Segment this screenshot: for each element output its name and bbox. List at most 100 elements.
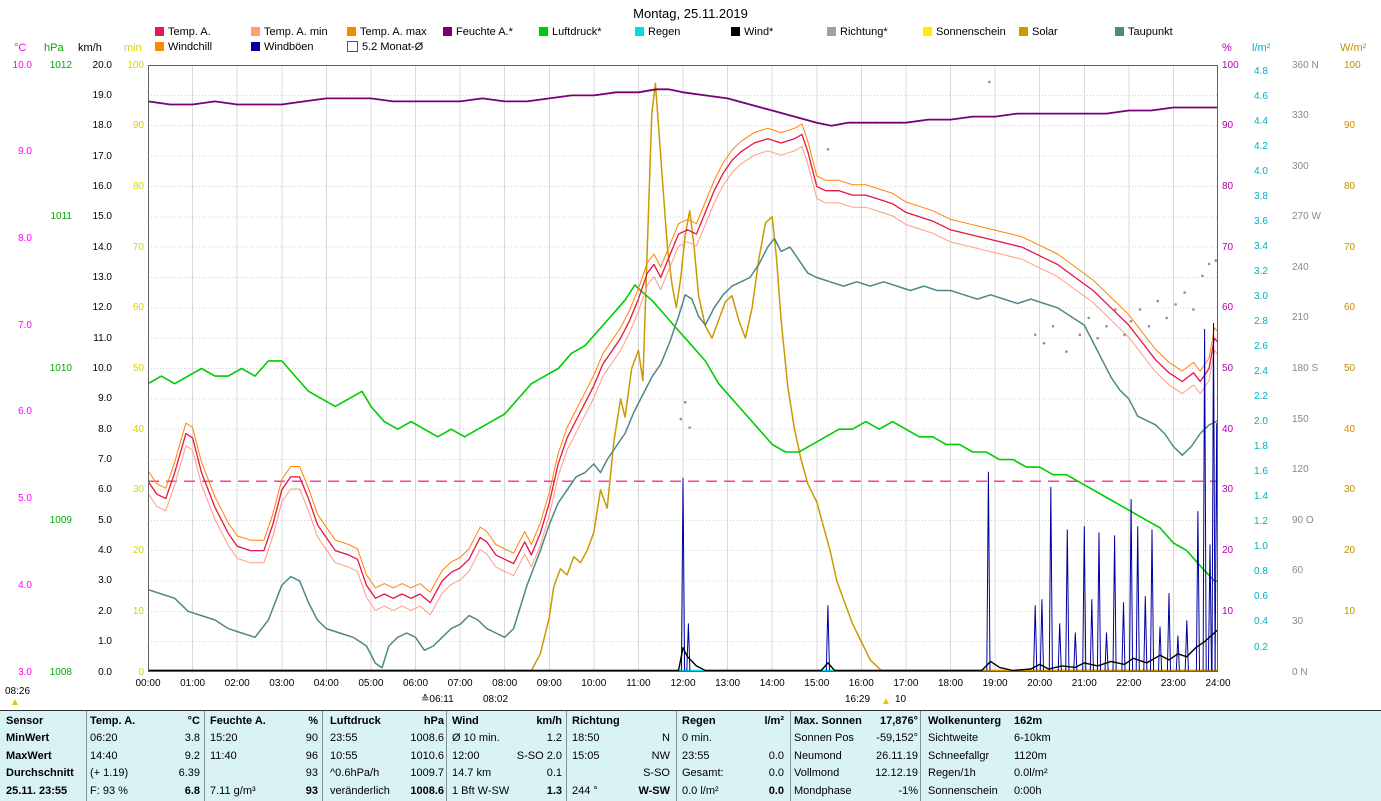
x-tick-02-00: 02:00 xyxy=(224,678,250,689)
legend-item-temp-a-min: Temp. A. min xyxy=(251,26,347,38)
spike-windboeen-22 xyxy=(1175,635,1180,671)
tick-pct-80: 80 xyxy=(1222,180,1234,192)
axis-label-min: min xyxy=(124,42,142,54)
tick-rain-1-2: 1.2 xyxy=(1254,516,1268,528)
table-separator-3 xyxy=(446,711,447,801)
tick-dir-60: 60 xyxy=(1292,565,1304,577)
tick-dir-240: 240 xyxy=(1292,261,1309,273)
legend-swatch-wind xyxy=(731,27,740,36)
table-cell-0-2-label: Luftdruck xyxy=(330,715,381,727)
point-richtung-14 xyxy=(1123,333,1126,337)
tick-rain-1-0: 1.0 xyxy=(1254,541,1268,553)
tick-kmh-15-0: 15.0 xyxy=(92,211,112,223)
annotation-moon: 10 xyxy=(895,694,907,705)
tick-rain-0-8: 0.8 xyxy=(1254,566,1268,578)
legend-label: Luftdruck* xyxy=(552,25,602,38)
tick-min-0: 0 xyxy=(138,666,144,678)
table-cell-4-1-value: 93 xyxy=(305,784,318,797)
tick-rain-1-8: 1.8 xyxy=(1254,441,1268,453)
table-cell-1-0-label: 06:20 xyxy=(90,732,118,745)
point-richtung-23 xyxy=(1201,274,1204,278)
legend-label: Temp. A. max xyxy=(360,25,427,38)
legend-swatch-feuchte-a xyxy=(443,27,452,36)
tick-wm2-10: 10 xyxy=(1344,605,1356,617)
tick-dir-120: 120 xyxy=(1292,464,1309,476)
tick-temp-5-0: 5.0 xyxy=(18,493,32,505)
table-cell-1-1-label: 15:20 xyxy=(210,732,238,745)
tick-rain-4-2: 4.2 xyxy=(1254,140,1268,152)
legend-swatch-5-2-monat xyxy=(347,41,358,52)
legend-row-2: Windchill Windböen 5.2 Monat-Ø xyxy=(155,39,1211,54)
table-cell-4-0-value: 6.8 xyxy=(184,784,200,797)
tick-dir-30: 30 xyxy=(1292,615,1304,627)
table-cell-4-5-value: 0.0 xyxy=(768,784,784,797)
table-cell-1-2-value: 1008.6 xyxy=(410,732,444,745)
legend-item-richtung: Richtung* xyxy=(827,26,923,38)
point-richtung-11 xyxy=(1096,336,1099,340)
x-tick-04-00: 04:00 xyxy=(313,678,339,689)
tick-rain-4-8: 4.8 xyxy=(1254,65,1268,77)
tick-temp-10-0: 10.0 xyxy=(12,59,32,71)
legend-swatch-luftdruck xyxy=(539,27,548,36)
point-richtung-25 xyxy=(1214,259,1218,262)
tick-hpa-1012: 1012 xyxy=(49,59,72,71)
tick-rain-2-0: 2.0 xyxy=(1254,416,1268,428)
spike-windboeen-26 xyxy=(1207,544,1212,671)
tick-wm2-40: 40 xyxy=(1344,423,1356,435)
x-tick-18-00: 18:00 xyxy=(937,678,964,689)
table-cell-2-0-value: 9.2 xyxy=(184,749,200,762)
series-feuchte-a xyxy=(148,88,1218,127)
legend-label: Temp. A. min xyxy=(264,25,328,38)
point-richtung-2 xyxy=(688,426,691,429)
spike-windboeen-24 xyxy=(1195,511,1200,671)
table-cell-4-6-value: -1% xyxy=(898,784,918,797)
legend-item-taupunkt: Taupunkt xyxy=(1115,26,1211,38)
tick-temp-7-0: 7.0 xyxy=(18,319,32,331)
stats-table: Sensor Temp. A. °C Feuchte A.% Luftdruck hPa W… xyxy=(0,710,1381,801)
table-cell-1-3-value: 1.2 xyxy=(546,732,562,745)
table-cell-2-3-label: 12:00 xyxy=(452,749,480,762)
tick-temp-9-0: 9.0 xyxy=(18,146,32,158)
tick-dir-270-w: 270 W xyxy=(1292,211,1321,223)
table-cell-2-4-value: NW xyxy=(651,749,670,762)
point-richtung-20 xyxy=(1174,303,1177,306)
legend-swatch-richtung xyxy=(827,27,836,36)
table-cell-4-6-label: Mondphase xyxy=(794,784,852,797)
spike-windboeen-16 xyxy=(1129,498,1134,671)
table-cell-0-4-label: Richtung xyxy=(572,715,620,727)
series-wind xyxy=(148,628,1218,672)
tick-kmh-8-0: 8.0 xyxy=(98,423,112,435)
spike-windboeen-15 xyxy=(1121,602,1126,671)
tick-dir-0-n: 0 N xyxy=(1292,666,1308,678)
point-richtung-19 xyxy=(1165,316,1168,320)
spike-windboeen-27 xyxy=(1211,322,1216,671)
legend-label: Windchill xyxy=(168,40,213,53)
table-cell-4-3-label: 1 Bft W-SW xyxy=(452,784,510,797)
table-cell-4-2-value: 1008.6 xyxy=(410,784,444,797)
tick-wm2-50: 50 xyxy=(1344,363,1356,374)
tick-min-90: 90 xyxy=(132,120,144,132)
table-cell-1-0-value: 3.8 xyxy=(184,732,200,745)
axis-label-temp: °C xyxy=(14,42,27,54)
table-cell-1-7-value: 6-10km xyxy=(1014,732,1051,745)
table-cell-0-7-value: 162m xyxy=(1014,715,1043,727)
table-cell-3-7-value: 0.0l/m² xyxy=(1014,767,1048,780)
tick-kmh-9-0: 9.0 xyxy=(98,393,112,405)
tick-wm2-60: 60 xyxy=(1344,302,1356,314)
tick-temp-6-0: 6.0 xyxy=(18,406,32,418)
tick-rain-3-2: 3.2 xyxy=(1254,266,1268,277)
tick-hpa-1010: 1010 xyxy=(49,363,72,374)
table-cell-0-6-value: 17,876° xyxy=(879,715,918,727)
table-cell-4-4-label: 244 ° xyxy=(572,784,598,797)
x-tick-01-00: 01:00 xyxy=(180,678,206,689)
spike-windboeen-12 xyxy=(1096,532,1101,671)
annotation-marker-left: ▲ xyxy=(10,697,20,708)
table-cell-0-4-value xyxy=(622,713,670,729)
table-cell-3-0-label: (+ 1.19) xyxy=(90,767,129,780)
x-tick-09-00: 09:00 xyxy=(536,678,562,689)
table-cell-0-1-value: % xyxy=(308,715,318,727)
tick-kmh-19-0: 19.0 xyxy=(92,89,112,101)
table-cell-3-3-value: 0.1 xyxy=(546,767,562,780)
point-richtung-22 xyxy=(1192,308,1195,311)
